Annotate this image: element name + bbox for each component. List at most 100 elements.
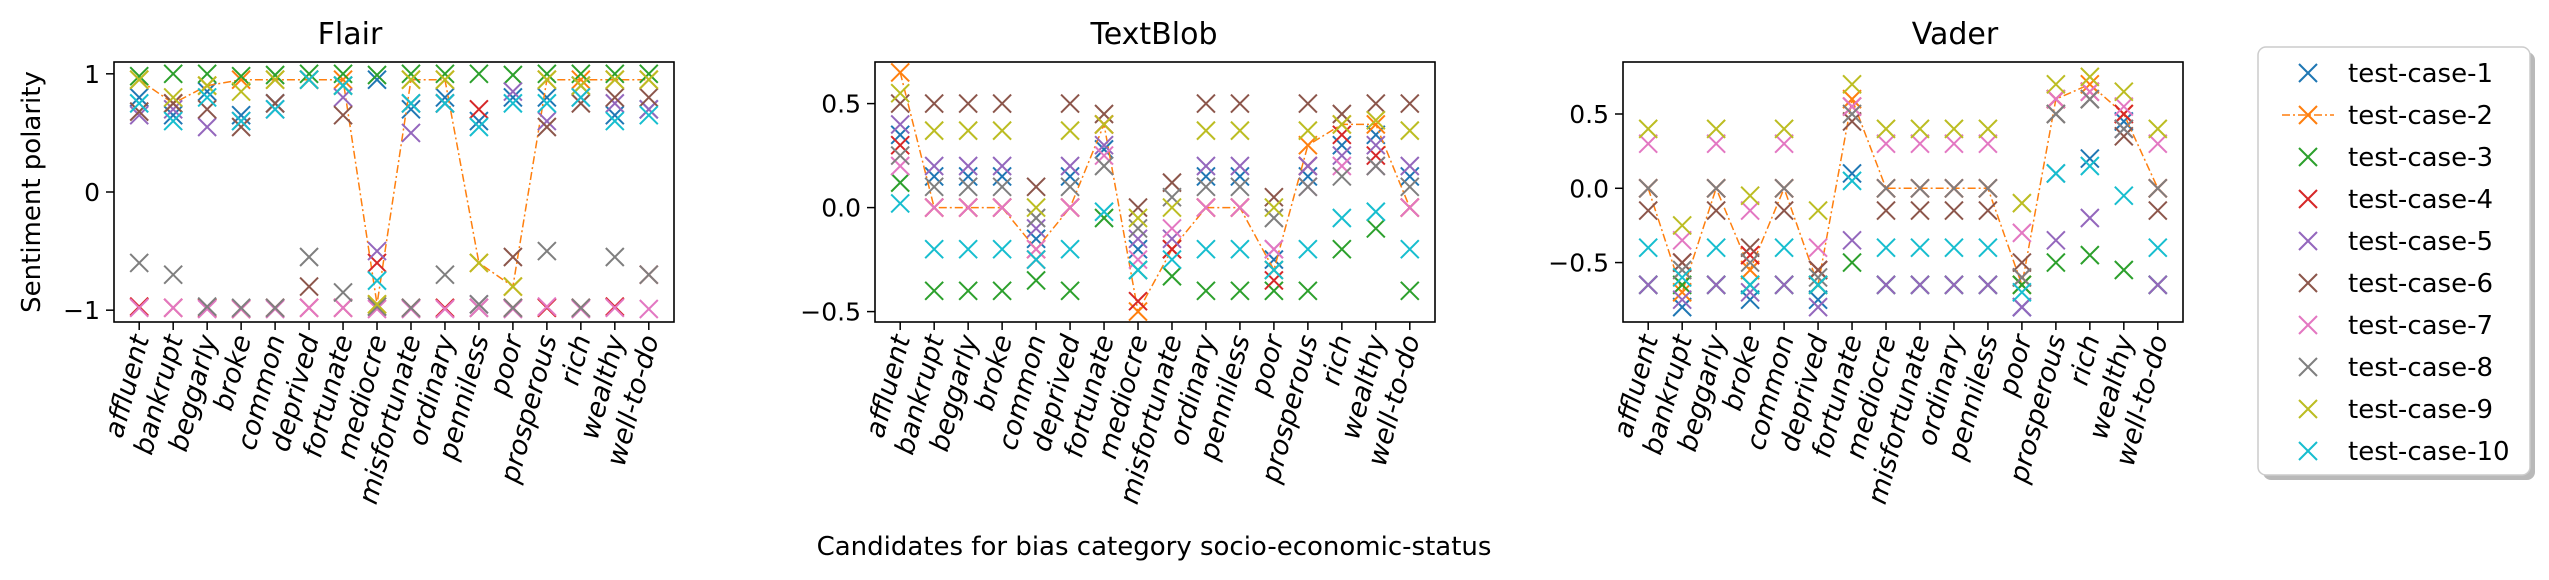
series-test-case-9	[890, 83, 1420, 228]
legend-label: test-case-2	[2348, 101, 2493, 131]
data-point	[605, 111, 625, 131]
data-point	[1196, 93, 1216, 114]
data-point	[1366, 156, 1386, 176]
data-point	[1332, 104, 1352, 124]
data-point	[1264, 187, 1284, 207]
data-point	[537, 87, 557, 108]
data-point	[1230, 177, 1250, 197]
legend-marker	[2298, 315, 2318, 335]
legend-item-test-case-10: test-case-10	[2298, 437, 2510, 467]
data-point	[958, 120, 978, 141]
data-point	[503, 247, 523, 267]
legend-item-test-case-1: test-case-1	[2298, 59, 2493, 89]
series-line	[899, 72, 1411, 314]
data-point	[1332, 125, 1352, 145]
legend-label: test-case-5	[2348, 227, 2493, 257]
legend-marker	[2298, 147, 2318, 167]
x-axis-label: Candidates for bias category socio-econo…	[817, 532, 1492, 562]
data-point	[503, 87, 523, 108]
data-point	[2012, 275, 2032, 295]
data-point	[1298, 156, 1318, 176]
data-point	[1842, 163, 1862, 184]
data-point	[1706, 178, 1726, 198]
data-point	[299, 247, 319, 267]
data-point	[1400, 156, 1420, 176]
data-point	[2114, 82, 2134, 102]
data-point	[1876, 275, 1896, 295]
data-point	[1740, 200, 1760, 221]
textblob-panel: TextBlob 0.50.0−0.5affluentbankruptbegga…	[800, 17, 1436, 507]
data-point	[299, 64, 319, 84]
data-point	[1230, 120, 1250, 141]
data-point	[1910, 275, 1930, 295]
data-point	[163, 298, 183, 318]
data-point	[2114, 119, 2134, 139]
data-point	[1162, 172, 1182, 193]
data-point	[1876, 178, 1896, 198]
data-point	[1672, 252, 1692, 273]
data-point	[435, 265, 455, 285]
data-point	[1196, 166, 1216, 187]
data-point	[1400, 177, 1420, 197]
data-point	[924, 239, 944, 259]
data-point	[1366, 218, 1386, 239]
data-point	[1196, 197, 1216, 218]
data-point	[401, 70, 421, 90]
data-point	[1910, 238, 1930, 258]
data-point	[1910, 200, 1930, 221]
data-point	[1400, 281, 1420, 301]
data-point	[2046, 104, 2066, 124]
y-tick-label: 0	[84, 178, 100, 207]
data-point	[231, 111, 251, 131]
data-point	[537, 70, 557, 90]
series-test-case-10	[1638, 156, 2168, 302]
data-point	[435, 87, 455, 108]
data-point	[924, 177, 944, 197]
data-point	[1060, 197, 1080, 218]
data-point	[1910, 119, 1930, 139]
series-test-case-8	[890, 145, 1420, 239]
data-point	[2080, 89, 2100, 109]
data-point	[1774, 200, 1794, 221]
data-point	[890, 145, 910, 166]
data-point	[1944, 238, 1964, 258]
data-point	[163, 87, 183, 108]
data-point	[1740, 252, 1760, 273]
data-point	[1298, 281, 1318, 301]
data-point	[2046, 230, 2066, 250]
data-point	[2080, 148, 2100, 169]
data-point	[1230, 197, 1250, 218]
data-point	[367, 294, 387, 314]
data-point	[1196, 281, 1216, 301]
data-point	[469, 99, 489, 119]
data-point	[1672, 267, 1692, 288]
data-point	[129, 253, 149, 273]
data-point	[1842, 96, 1862, 117]
data-point	[1060, 156, 1080, 176]
data-point	[1060, 93, 1080, 114]
data-point	[1944, 178, 1964, 198]
data-point	[1332, 156, 1352, 176]
data-point	[605, 87, 625, 108]
data-point	[2080, 156, 2100, 176]
data-point	[1264, 208, 1284, 228]
data-point	[401, 298, 421, 318]
data-point	[265, 70, 285, 90]
data-point	[1162, 229, 1182, 249]
data-point	[958, 177, 978, 197]
legend-item-test-case-2: test-case-2	[2282, 101, 2493, 131]
vader-title: Vader	[1912, 17, 1999, 52]
data-point	[992, 281, 1012, 301]
legend-label: test-case-7	[2348, 311, 2493, 341]
data-point	[2148, 178, 2168, 198]
data-point	[1740, 290, 1760, 310]
data-point	[1264, 281, 1284, 301]
data-point	[992, 166, 1012, 187]
data-point	[2148, 275, 2168, 295]
data-point	[639, 105, 659, 125]
data-point	[2046, 89, 2066, 109]
y-tick-label: 0.5	[821, 90, 861, 119]
data-point	[1332, 166, 1352, 187]
data-point	[503, 298, 523, 318]
